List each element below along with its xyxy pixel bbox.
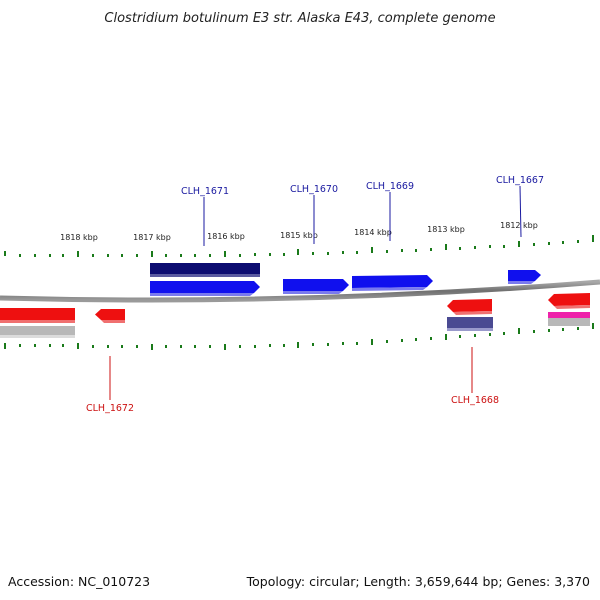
label-leader-line <box>519 185 522 238</box>
scale-labels: 1818 kbp 1817 kbp 1816 kbp 1815 kbp 1814… <box>60 221 538 242</box>
accession-text: Accession: NC_010723 <box>8 574 150 589</box>
gene-arrow-clh-1669[interactable] <box>352 275 433 288</box>
gene-arrow-clh-1672[interactable] <box>95 309 125 320</box>
gene-label-clh-1671[interactable]: CLH_1671 <box>181 186 229 197</box>
gene-feature-shadow <box>150 274 260 277</box>
gray-feature[interactable] <box>0 326 75 336</box>
gene-arrow-shadow <box>554 305 590 309</box>
gray-feature[interactable] <box>548 318 590 326</box>
gene-arrow-shadow <box>101 320 125 323</box>
gene-arrow-shadow <box>453 311 492 315</box>
gene-arrow-clh-1667[interactable] <box>508 270 541 281</box>
gene-arrow-shadow <box>352 287 427 291</box>
scale-label: 1817 kbp <box>133 233 171 242</box>
gene-arrow-shadow <box>150 293 254 296</box>
gene-arrow-shadow <box>283 291 343 294</box>
scale-label: 1812 kbp <box>500 221 538 230</box>
gene-arrow-clh-1671[interactable] <box>150 281 260 293</box>
gray-feature-shadow <box>0 335 75 338</box>
scale-label: 1818 kbp <box>60 233 98 242</box>
map-title: Clostridium botulinum E3 str. Alaska E43… <box>104 11 495 26</box>
gene-feature-dark[interactable] <box>150 263 260 275</box>
scale-label: 1813 kbp <box>427 225 465 234</box>
scale-label: 1815 kbp <box>280 231 318 240</box>
upper-tick-row <box>4 235 594 257</box>
reverse-gene-labels: CLH_1672 CLH_1668 <box>86 347 499 414</box>
gene-arrow-shadow <box>508 281 535 284</box>
gene-feature-dark[interactable] <box>447 317 493 328</box>
forward-genes <box>150 270 541 296</box>
gene-feature-shadow <box>447 328 493 331</box>
gene-label-clh-1670[interactable]: CLH_1670 <box>290 184 338 195</box>
gene-arrow-clh-1668[interactable] <box>447 299 492 312</box>
gene-label-clh-1668[interactable]: CLH_1668 <box>451 395 499 406</box>
scale-label: 1814 kbp <box>354 228 392 237</box>
gene-label-clh-1672[interactable]: CLH_1672 <box>86 403 134 414</box>
lower-tick-row <box>4 323 594 350</box>
gene-arrow-right-edge[interactable] <box>548 293 590 306</box>
reverse-genes <box>0 293 590 323</box>
genome-backbone <box>0 279 600 303</box>
gene-arrow-clh-1670[interactable] <box>283 279 349 291</box>
gene-label-clh-1669[interactable]: CLH_1669 <box>366 181 414 192</box>
forward-gene-labels: CLH_1671 CLH_1670 CLH_1669 CLH_1667 <box>181 175 544 246</box>
gene-arrow-left-edge[interactable] <box>0 308 75 320</box>
genome-summary-text: Topology: circular; Length: 3,659,644 bp… <box>246 574 590 589</box>
gene-arrow-shadow <box>0 320 75 323</box>
gene-label-clh-1667[interactable]: CLH_1667 <box>496 175 544 186</box>
scale-label: 1816 kbp <box>207 232 245 241</box>
pink-feature[interactable] <box>548 312 590 318</box>
